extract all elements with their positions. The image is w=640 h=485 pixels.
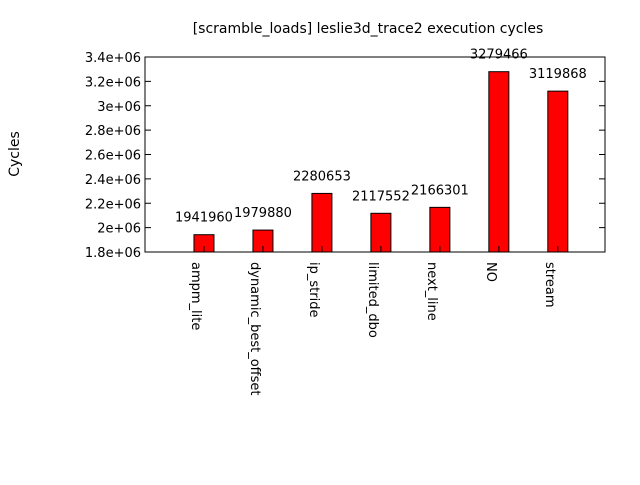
x-tick-label: ampm_lite [188, 262, 203, 330]
plot-area: 1.8e+06 2e+06 2.2e+06 2.4e+06 2.6e+06 2.8e+06… [85, 48, 606, 395]
x-tick-label: dynamic_best_offset [247, 262, 262, 395]
y-axis-label: Cycles [7, 131, 23, 177]
y-tick-label: 2.2e+06 [85, 197, 141, 212]
chart-title: [scramble_loads] leslie3d_trace2 executi… [193, 21, 544, 37]
data-label: 1979880 [234, 206, 292, 221]
x-tick-label: NO [483, 262, 498, 282]
x-tick-label: limited_dbo [365, 262, 380, 338]
data-label: 3279466 [470, 48, 528, 63]
y-tick-label: 1.8e+06 [85, 246, 141, 261]
x-tick-label: ip_stride [306, 262, 321, 317]
y-tick-label: 2e+06 [97, 222, 141, 237]
x-tick-label: next_line [424, 262, 439, 321]
bar [547, 90, 569, 253]
data-label: 2280653 [293, 169, 351, 184]
y-tick-label: 2.4e+06 [85, 173, 141, 188]
bar [488, 71, 510, 253]
y-tick-label: 2.8e+06 [85, 124, 141, 139]
y-tick-label: 3e+06 [97, 100, 141, 115]
data-label: 1941960 [175, 211, 233, 226]
bar [429, 206, 451, 253]
data-label: 2117552 [352, 189, 410, 204]
y-tick-label: 3.2e+06 [85, 75, 141, 90]
x-tick-label: stream [542, 262, 557, 308]
bar [311, 192, 333, 253]
y-tick-label: 2.6e+06 [85, 149, 141, 164]
data-label: 3119868 [529, 67, 587, 82]
y-tick-label: 3.4e+06 [85, 51, 141, 66]
data-label: 2166301 [411, 183, 469, 198]
